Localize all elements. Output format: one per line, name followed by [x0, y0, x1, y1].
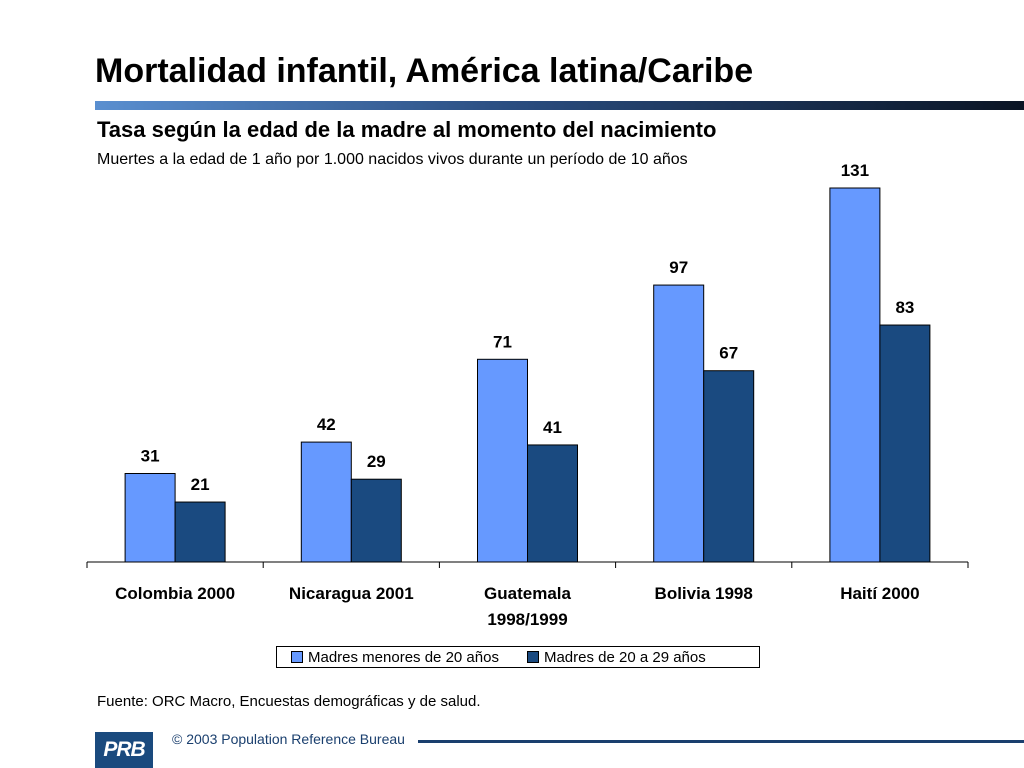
- legend-item-series-2: Madres de 20 a 29 años: [526, 648, 706, 666]
- legend-label-series-1: Madres menores de 20 años: [308, 648, 499, 666]
- bar-series-1: [300, 441, 352, 563]
- data-label-series-2: 21: [191, 475, 210, 494]
- copyright-notice: © 2003 Population Reference Bureau: [172, 731, 405, 747]
- title-underline: [95, 101, 1024, 110]
- legend-swatch-series-1: [291, 651, 303, 663]
- bar-series-1: [829, 187, 881, 563]
- legend-swatch-series-2: [526, 651, 539, 663]
- bar-series-2: [174, 501, 226, 563]
- bar-series-2: [350, 478, 402, 563]
- legend-item-series-1: Madres menores de 20 años: [291, 649, 499, 666]
- bar-series-2: [879, 324, 931, 563]
- data-label-series-1: 31: [141, 446, 160, 465]
- data-label-series-1: 71: [493, 332, 512, 351]
- chart-legend: Madres menores de 20 años Madres de 20 a…: [276, 646, 760, 668]
- data-label-series-2: 29: [367, 452, 386, 471]
- data-label-series-2: 41: [543, 418, 562, 437]
- chart-subtitle: Tasa según la edad de la madre al moment…: [97, 117, 717, 142]
- data-label-series-2: 67: [719, 344, 738, 363]
- data-label-series-1: 97: [669, 258, 688, 277]
- bar-series-2: [703, 370, 755, 563]
- data-label-series-1: 131: [841, 161, 869, 180]
- x-tick-label: Colombia 2000: [115, 584, 235, 603]
- bar-chart: 31 21 Colombia 2000 42 29 Nicaragua 2001 71 41 G…: [86, 161, 969, 629]
- legend-label-series-2: Madres de 20 a 29 años: [543, 648, 706, 666]
- prb-logo-text: PRB: [103, 738, 145, 761]
- bar-series-1: [124, 472, 176, 563]
- bar-series-2: [527, 444, 578, 563]
- x-tick-label: 1998/1999: [487, 610, 567, 629]
- x-tick-label: Haití 2000: [840, 584, 919, 603]
- footer-divider: [418, 740, 1024, 743]
- x-tick-label: Bolivia 1998: [655, 584, 753, 603]
- bar-series-1: [477, 358, 528, 563]
- source-note: Fuente: ORC Macro, Encuestas demográfica…: [97, 693, 481, 710]
- data-label-series-2: 83: [895, 298, 914, 317]
- x-tick-label: Nicaragua 2001: [289, 584, 414, 603]
- chart-units-label: Muertes a la edad de 1 año por 1.000 nac…: [97, 151, 688, 168]
- data-label-series-1: 42: [317, 415, 336, 434]
- x-tick-label: Guatemala: [484, 584, 571, 603]
- prb-logo: PRB: [95, 732, 153, 768]
- bar-series-1: [653, 284, 705, 563]
- chart-title: Mortalidad infantil, América latina/Cari…: [95, 52, 754, 90]
